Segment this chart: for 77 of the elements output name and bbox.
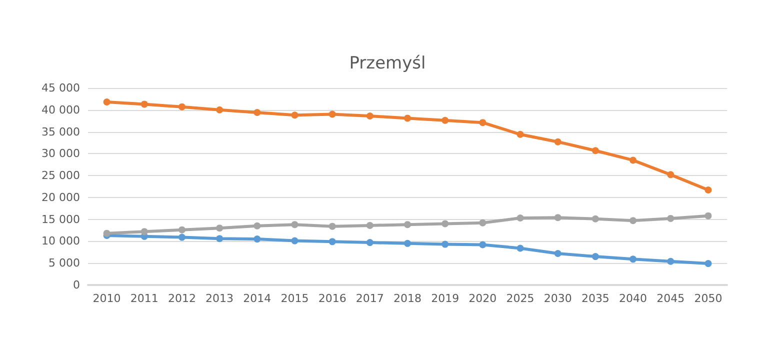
y-tick-label: 45 000 bbox=[42, 82, 80, 94]
point bbox=[667, 258, 674, 265]
point bbox=[328, 238, 336, 246]
point bbox=[516, 244, 524, 252]
point bbox=[366, 112, 374, 120]
y-tick-label: 0 bbox=[73, 278, 80, 292]
point bbox=[704, 260, 712, 268]
x-tick-label: 2011 bbox=[130, 292, 158, 305]
point bbox=[291, 237, 298, 244]
chart-title: Przemyśl bbox=[349, 54, 426, 74]
point bbox=[479, 219, 486, 226]
x-tick-label: 2035 bbox=[581, 292, 610, 305]
point bbox=[216, 235, 224, 242]
point bbox=[254, 109, 261, 116]
x-tick-label: 2015 bbox=[280, 292, 309, 305]
point bbox=[404, 240, 411, 247]
point bbox=[291, 112, 298, 119]
point bbox=[516, 214, 524, 222]
x-tick-label: 2019 bbox=[431, 292, 460, 305]
x-tick-label: 2045 bbox=[656, 292, 685, 305]
point bbox=[178, 226, 186, 234]
point bbox=[442, 116, 449, 124]
point bbox=[442, 240, 449, 248]
point bbox=[442, 220, 449, 228]
x-tick-label: 2030 bbox=[544, 292, 572, 305]
point bbox=[103, 98, 110, 106]
x-tick-label: 2010 bbox=[92, 292, 121, 305]
x-tick-label: 2040 bbox=[619, 292, 648, 305]
x-tick-label: 2017 bbox=[356, 292, 384, 305]
point bbox=[592, 215, 599, 222]
point bbox=[554, 138, 562, 146]
point bbox=[178, 103, 186, 110]
point bbox=[140, 228, 148, 236]
point bbox=[592, 147, 599, 154]
x-tick-label: 2012 bbox=[168, 292, 196, 305]
point bbox=[216, 224, 224, 232]
x-tick-label: 2013 bbox=[206, 292, 234, 305]
y-tick-label: 25 000 bbox=[42, 169, 80, 182]
y-tick-label: 5 000 bbox=[48, 256, 80, 270]
point bbox=[704, 186, 712, 194]
x-tick-label: 2020 bbox=[468, 292, 497, 305]
point bbox=[554, 250, 562, 257]
point bbox=[554, 214, 562, 222]
x-tick-label: 2050 bbox=[694, 292, 722, 305]
x-tick-label: 2014 bbox=[243, 292, 272, 305]
x-tick-label: 2025 bbox=[506, 292, 534, 305]
point bbox=[404, 114, 411, 122]
point bbox=[178, 234, 186, 241]
point bbox=[254, 236, 261, 243]
x-tick-label: 2018 bbox=[394, 292, 422, 305]
point bbox=[328, 110, 336, 118]
point bbox=[366, 239, 374, 246]
point bbox=[516, 130, 524, 138]
point bbox=[630, 256, 637, 263]
y-tick-label: 40 000 bbox=[42, 103, 80, 116]
point bbox=[404, 221, 411, 228]
point bbox=[630, 156, 637, 164]
point bbox=[216, 106, 224, 114]
point bbox=[630, 217, 637, 224]
point bbox=[592, 253, 599, 260]
point bbox=[667, 171, 674, 178]
y-tick-label: 10 000 bbox=[42, 234, 80, 248]
y-tick-label: 30 000 bbox=[42, 147, 80, 160]
point bbox=[254, 222, 261, 230]
x-tick-label: 2016 bbox=[318, 292, 346, 305]
point bbox=[479, 119, 486, 126]
y-tick-label: 20 000 bbox=[42, 190, 80, 204]
point bbox=[103, 230, 110, 237]
point bbox=[479, 241, 486, 248]
point bbox=[366, 222, 374, 229]
point bbox=[291, 221, 298, 228]
point bbox=[667, 214, 674, 222]
y-tick-label: 35 000 bbox=[42, 125, 80, 138]
y-tick-label: 15 000 bbox=[42, 212, 80, 226]
point bbox=[140, 100, 148, 108]
point bbox=[704, 212, 712, 220]
point bbox=[328, 222, 336, 230]
